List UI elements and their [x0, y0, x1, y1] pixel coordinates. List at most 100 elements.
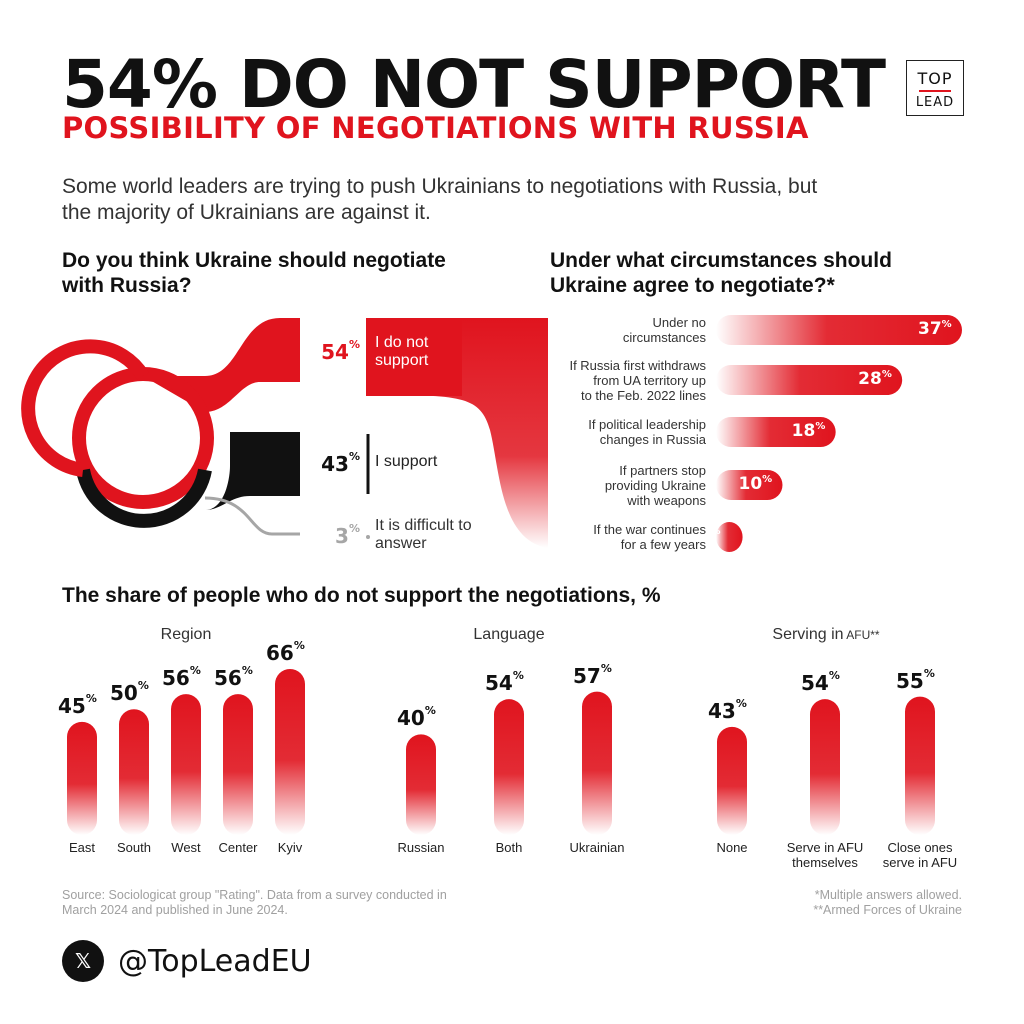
- group-label-1: Language: [399, 626, 619, 644]
- section-title: The share of people who do not support t…: [62, 584, 661, 607]
- vbar-1-2: [582, 691, 612, 835]
- page-subtitle: POSSIBILITY OF NEGOTIATIONS WITH RUSSIA: [62, 111, 809, 145]
- vbar-value-1-0: 40%: [397, 704, 436, 731]
- footnote-afu: **Armed Forces of Ukraine: [813, 903, 962, 917]
- hbar-category-line: Under no: [652, 315, 706, 330]
- handle-text: @TopLeadEU: [118, 944, 312, 979]
- pie-ring-red: [21, 339, 149, 477]
- hbar-category-4: If the war continues for a few years: [548, 522, 706, 552]
- logo-line-bottom: LEAD: [915, 95, 955, 110]
- hbar-category-line: If Russia first withdraws: [569, 357, 706, 373]
- pie-slice-difficult: [204, 496, 300, 536]
- vbar-value-0-3: 56%: [214, 664, 253, 691]
- vbar-category-line: West: [171, 840, 201, 855]
- pie-value-support: 43%: [321, 450, 360, 476]
- hbar-category-line: providing Ukraine: [604, 477, 706, 493]
- vbar-category-line: Kyiv: [277, 840, 303, 855]
- vbar-1-1: [494, 699, 524, 835]
- vbar-category-line: Both: [495, 840, 523, 855]
- vbar-category-0-2: West: [126, 840, 246, 855]
- vbar-0-3: [223, 694, 253, 835]
- pie-ring: [72, 367, 214, 509]
- pie-slice-not-support: [143, 318, 300, 412]
- vbar-category-line: East: [68, 840, 95, 855]
- vbar-category-0-3: Center: [178, 840, 298, 855]
- group-name: Language: [473, 626, 545, 643]
- vbar-0-2: [171, 694, 201, 835]
- hbar-2: [716, 417, 836, 447]
- group-label-0: Region: [76, 626, 296, 644]
- vbar-category-line: serve in AFU: [882, 855, 958, 870]
- hbar-value-3: 10%: [738, 474, 773, 494]
- difficult-dot: [366, 535, 370, 539]
- vbar-value-1-1: 54%: [485, 669, 524, 696]
- hbar-0: [716, 315, 962, 345]
- question-negotiate: Do you think Ukraine should negotiate wi…: [62, 249, 446, 297]
- hbar-category-line: with weapons: [627, 492, 706, 508]
- pie-label-support: I support: [375, 453, 438, 470]
- vbar-category-line: Serve in AFU: [786, 840, 864, 855]
- vbar-category-2-0: None: [672, 840, 792, 855]
- vbar-0-1: [119, 709, 149, 835]
- hbar-category-line: to the Feb. 2022 lines: [580, 387, 706, 403]
- vbar-category-line: None: [716, 840, 748, 855]
- vbar-category-0-4: Kyiv: [230, 840, 350, 855]
- vbar-category-0-1: South: [74, 840, 194, 855]
- logo-line-top: TOP: [917, 69, 953, 88]
- vbar-category-line: South: [117, 840, 151, 855]
- vbar-category-0-0: East: [22, 840, 142, 855]
- vbar-value-2-0: 43%: [708, 696, 747, 723]
- hbar-category-line: for a few years: [620, 537, 706, 552]
- hbar-value-2: 18%: [791, 421, 826, 441]
- hbar-category-3: If partners stop providing Ukraine with we…: [548, 463, 706, 508]
- pie-label-difficult: It is difficult to answer: [375, 517, 472, 552]
- hbar-category-line: changes in Russia: [599, 432, 706, 447]
- logo-divider: [919, 90, 951, 92]
- hbar-value-4: 4%: [698, 526, 721, 546]
- vbar-2-1: [810, 699, 840, 835]
- group-name: Region: [160, 626, 212, 643]
- vbar-value-2-1: 54%: [801, 669, 840, 696]
- vbar-category-line: Russian: [397, 840, 445, 855]
- hbar-category-0: Under no circumstances: [548, 315, 706, 345]
- vbar-value-0-1: 50%: [110, 679, 149, 706]
- group-label-2: Serving in AFU**: [716, 626, 936, 644]
- hbar-category-1: If Russia first withdraws from UA territo…: [548, 358, 706, 403]
- hbar-category-2: If political leadership changes in Russia: [548, 417, 706, 447]
- hbar-value-1: 28%: [858, 369, 892, 389]
- vbar-category-line: Close ones: [887, 840, 953, 855]
- hbar-category-line: circumstances: [622, 330, 706, 345]
- footnote-multiple: *Multiple answers allowed.: [814, 888, 962, 902]
- question-circumstances: Under what circumstances should Ukraine …: [550, 249, 892, 297]
- hbar-category-line: from UA territory up: [593, 372, 706, 388]
- vbar-value-0-4: 66%: [266, 639, 305, 665]
- vbar-value-2-2: 55%: [896, 666, 935, 693]
- pie-value-difficult: 3%: [335, 522, 360, 548]
- source-note: Source: Sociologicat group "Rating". Dat…: [62, 888, 447, 917]
- group-name-suffix: AFU**: [843, 628, 880, 642]
- vbar-2-2: [905, 696, 935, 835]
- hbar-4: [716, 522, 743, 552]
- vbar-category-line: themselves: [792, 855, 858, 870]
- pie-value-not-support: 54%: [321, 338, 360, 364]
- vbar-1-0: [406, 734, 436, 835]
- hbar-category-line: If political leadership: [588, 417, 706, 432]
- vbar-category-1-2: Ukrainian: [537, 840, 657, 855]
- vbar-category-2-1: Serve in AFU themselves: [765, 840, 885, 870]
- pie-ring-dark: [76, 468, 212, 528]
- vbar-0-0: [67, 721, 97, 835]
- footnotes: *Multiple answers allowed. **Armed Force…: [662, 888, 962, 918]
- hbar-1: [716, 365, 903, 395]
- vbar-value-1-2: 57%: [573, 661, 612, 688]
- x-logo-icon: 𝕏: [62, 940, 104, 982]
- group-name: Serving in: [772, 626, 844, 643]
- pie-slice-support: [143, 432, 300, 510]
- label-box-not-support: [366, 318, 462, 396]
- vbar-category-1-1: Both: [449, 840, 569, 855]
- page-title: 54% DO NOT SUPPORT: [62, 46, 886, 123]
- vbar-0-4: [275, 669, 305, 835]
- hbar-category-line: If the war continues: [593, 522, 706, 537]
- vbar-value-0-0: 45%: [58, 691, 97, 718]
- vbar-category-2-2: Close ones serve in AFU: [860, 840, 980, 870]
